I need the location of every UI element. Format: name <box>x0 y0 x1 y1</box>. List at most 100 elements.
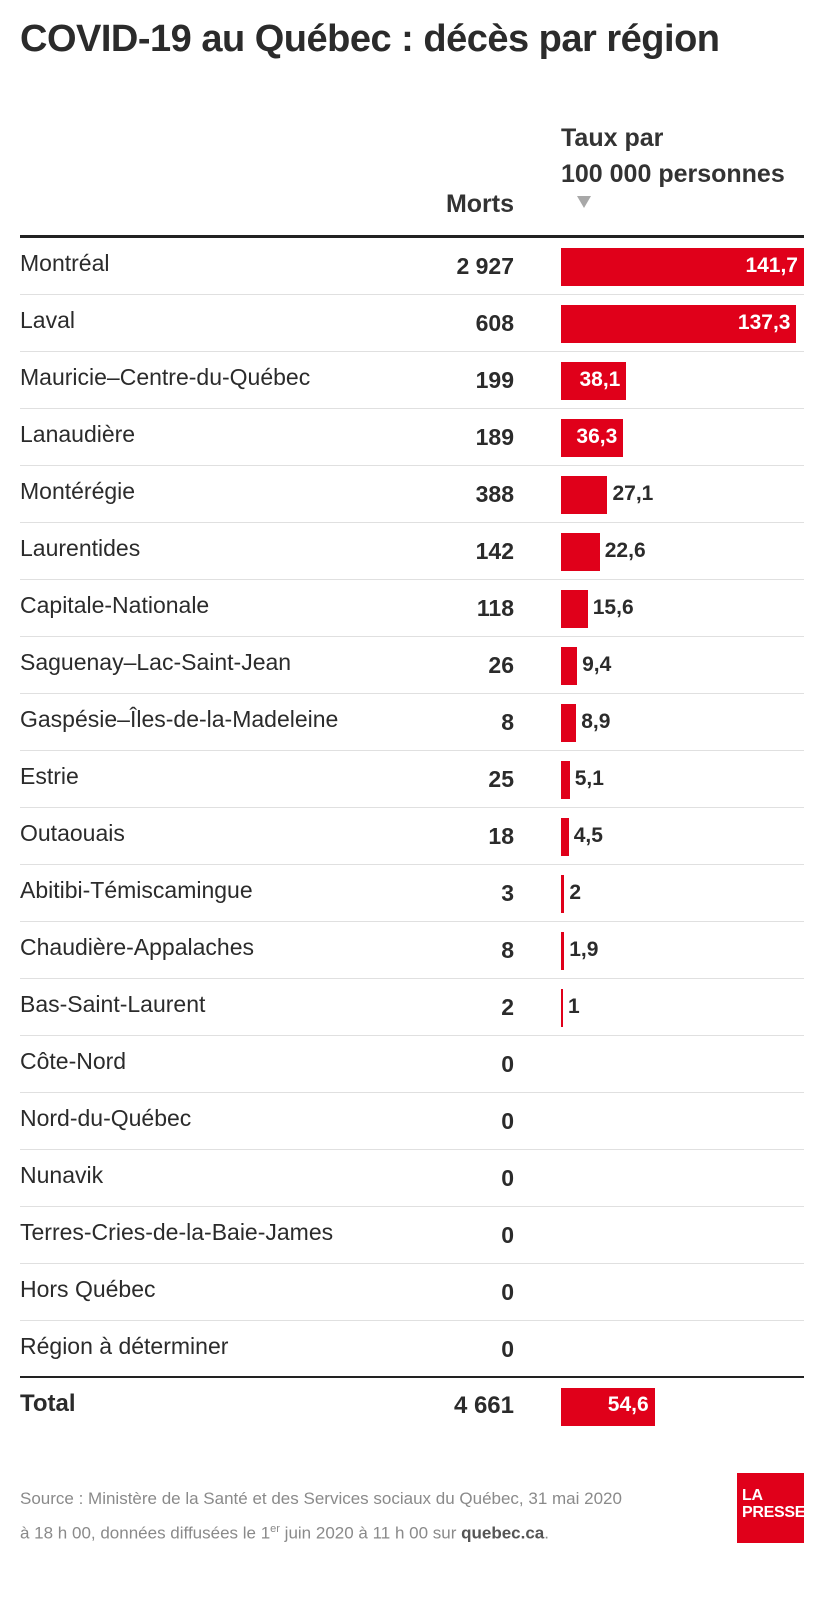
region-name: Outaouais <box>20 820 125 846</box>
region-name: Côte-Nord <box>20 1048 127 1074</box>
region-deaths: 0 <box>501 1279 514 1305</box>
region-name: Terres-Cries-de-la-Baie-James <box>20 1219 334 1245</box>
rate-bar <box>561 989 563 1027</box>
rate-bar <box>561 533 600 571</box>
region-name: Montérégie <box>20 478 136 504</box>
region-name: Bas-Saint-Laurent <box>20 991 206 1017</box>
region-name: Capitale-Nationale <box>20 592 210 618</box>
region-deaths: 8 <box>501 937 514 963</box>
region-deaths: 26 <box>488 652 514 678</box>
source-end: . <box>544 1523 549 1543</box>
rate-label: 5,1 <box>574 767 604 790</box>
rate-bar <box>561 704 577 742</box>
logo-line1: LA <box>742 1487 763 1504</box>
source-link[interactable]: quebec.ca <box>461 1523 545 1543</box>
table-row: Saguenay–Lac-Saint-Jean 26 9,4 <box>20 637 804 694</box>
region-deaths: 0 <box>501 1165 514 1191</box>
table-row: Hors Québec 0 <box>20 1264 804 1321</box>
rate-bar <box>561 875 565 913</box>
region-name: Lanaudière <box>20 421 136 447</box>
region-name: Hors Québec <box>20 1276 156 1302</box>
region-deaths: 142 <box>475 538 514 564</box>
rate-label: 36,3 <box>576 425 618 448</box>
region-name: Nord-du-Québec <box>20 1105 192 1131</box>
region-deaths: 199 <box>475 367 514 393</box>
rate-label: 22,6 <box>604 539 646 562</box>
rate-label: 27,1 <box>612 482 654 505</box>
region-name: Région à déterminer <box>20 1333 229 1359</box>
table-row: Bas-Saint-Laurent 2 1 <box>20 979 804 1036</box>
table-row: Chaudière-Appalaches 8 1,9 <box>20 922 804 979</box>
source-line2a: à 18 h 00, données diffusées le 1 <box>20 1523 271 1543</box>
region-name: Mauricie–Centre-du-Québec <box>20 364 311 390</box>
region-deaths: 388 <box>475 481 514 507</box>
region-deaths: 0 <box>501 1222 514 1248</box>
rate-bar <box>561 419 624 457</box>
region-deaths: 3 <box>501 880 514 906</box>
table-row: Nord-du-Québec 0 <box>20 1093 804 1150</box>
total-rate-label: 54,6 <box>607 1393 649 1416</box>
rate-bar <box>561 590 588 628</box>
total-row: Total 4 661 54,6 <box>20 1378 804 1434</box>
rate-bar <box>561 305 797 343</box>
region-name: Chaudière-Appalaches <box>20 934 254 960</box>
region-deaths: 608 <box>475 310 514 336</box>
rate-label: 137,3 <box>737 311 791 334</box>
sort-descending-icon[interactable] <box>577 196 591 208</box>
rate-label: 1 <box>568 995 580 1018</box>
region-deaths: 2 <box>501 994 514 1020</box>
table-row: Région à déterminer 0 <box>20 1321 804 1378</box>
rate-header-line1: Taux par <box>561 124 664 152</box>
rate-bar <box>561 761 570 799</box>
rate-label: 1,9 <box>569 938 599 961</box>
source-line1: Source : Ministère de la Santé et des Se… <box>20 1489 622 1508</box>
data-table: Montréal 2 927 141,7 Laval 608 137,3 Mauricie–… <box>20 238 804 1378</box>
source-line2b: juin 2020 à 11 h 00 sur <box>279 1523 462 1543</box>
region-deaths: 18 <box>488 823 514 849</box>
table-row: Outaouais 18 4,5 <box>20 808 804 865</box>
table-row: Laval 608 137,3 <box>20 295 804 352</box>
rate-column-header[interactable]: Taux par 100 000 personnes <box>561 120 821 192</box>
deaths-column-header[interactable]: Morts <box>445 190 514 218</box>
table-row: Côte-Nord 0 <box>20 1036 804 1093</box>
region-deaths: 118 <box>476 595 514 621</box>
source-note: Source : Ministère de la Santé et des Se… <box>20 1484 710 1549</box>
region-name: Estrie <box>20 763 79 789</box>
total-deaths: 4 661 <box>453 1392 514 1419</box>
rate-bar <box>561 248 804 286</box>
region-name: Gaspésie–Îles-de-la-Madeleine <box>20 706 339 732</box>
rate-label: 4,5 <box>573 824 603 847</box>
table-row: Capitale-Nationale 118 15,6 <box>20 580 804 637</box>
rate-bar <box>561 362 627 400</box>
header-rule <box>20 235 804 238</box>
rate-label: 8,9 <box>581 710 611 733</box>
table-row: Mauricie–Centre-du-Québec 199 38,1 <box>20 352 804 409</box>
rate-label: 141,7 <box>745 254 798 277</box>
total-rate-bar <box>561 1388 655 1426</box>
table-row: Terres-Cries-de-la-Baie-James 0 <box>20 1207 804 1264</box>
rate-bar <box>561 476 608 514</box>
region-deaths: 8 <box>501 709 514 735</box>
logo-line2: PRESSE <box>742 1504 806 1521</box>
table-row: Lanaudière 189 36,3 <box>20 409 804 466</box>
region-deaths: 189 <box>475 424 514 450</box>
table-row: Laurentides 142 22,6 <box>20 523 804 580</box>
region-deaths: 0 <box>501 1108 514 1134</box>
rate-bar <box>561 932 565 970</box>
table-row: Montérégie 388 27,1 <box>20 466 804 523</box>
rate-bar <box>561 818 569 856</box>
region-name: Saguenay–Lac-Saint-Jean <box>20 649 292 675</box>
total-rule <box>20 1376 804 1378</box>
total-label: Total <box>20 1390 76 1417</box>
rate-label: 38,1 <box>579 368 621 391</box>
rate-header-line2: 100 000 personnes <box>561 160 785 188</box>
region-deaths: 0 <box>501 1336 514 1362</box>
table-row: Gaspésie–Îles-de-la-Madeleine 8 8,9 <box>20 694 804 751</box>
region-name: Abitibi-Témiscamingue <box>20 877 253 903</box>
rate-label: 15,6 <box>592 596 634 619</box>
region-deaths: 25 <box>488 766 514 792</box>
region-deaths: 2 927 <box>456 253 514 279</box>
region-name: Montréal <box>20 250 110 276</box>
la-presse-logo[interactable]: LA PRESSE <box>737 1473 806 1543</box>
rate-label: 2 <box>569 881 582 904</box>
